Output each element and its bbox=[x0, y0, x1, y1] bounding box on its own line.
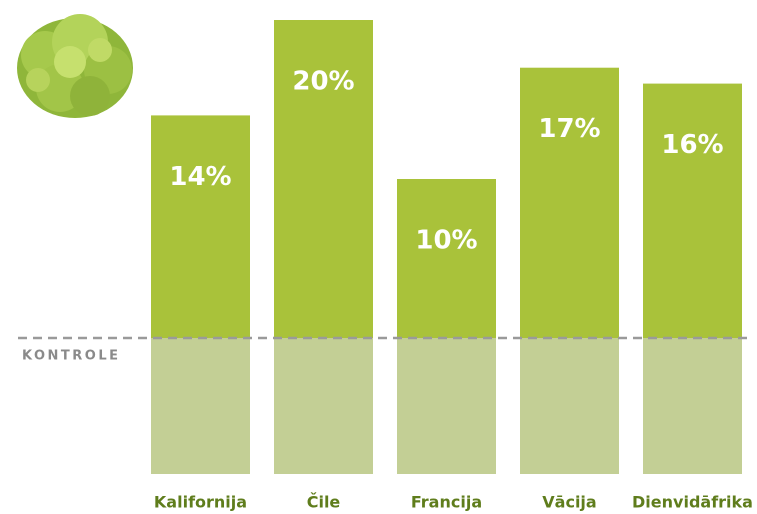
bar bbox=[520, 68, 619, 338]
value-label: 20% bbox=[292, 67, 354, 97]
value-label: 14% bbox=[169, 162, 231, 192]
bar bbox=[643, 84, 742, 338]
x-tick-label: Čile bbox=[307, 493, 341, 512]
x-tick-label: Francija bbox=[411, 493, 482, 512]
control-bar bbox=[274, 338, 373, 474]
chart: KONTROLE 14% Kalifornija 20% Čile 10% Francij… bbox=[0, 0, 757, 514]
control-bar bbox=[397, 338, 496, 474]
control-bar bbox=[643, 338, 742, 474]
control-bar bbox=[151, 338, 250, 474]
value-label: 10% bbox=[415, 226, 477, 256]
x-tick-label: Dienvidāfrika bbox=[632, 493, 753, 512]
bar bbox=[397, 179, 496, 338]
lettuce-image bbox=[17, 14, 133, 118]
value-label: 17% bbox=[538, 114, 600, 144]
baseline-label: KONTROLE bbox=[22, 349, 121, 364]
x-tick-label: Kalifornija bbox=[154, 493, 247, 512]
value-label: 16% bbox=[661, 130, 723, 160]
control-bar bbox=[520, 338, 619, 474]
bar bbox=[151, 115, 250, 338]
x-tick-label: Vācija bbox=[542, 493, 596, 512]
